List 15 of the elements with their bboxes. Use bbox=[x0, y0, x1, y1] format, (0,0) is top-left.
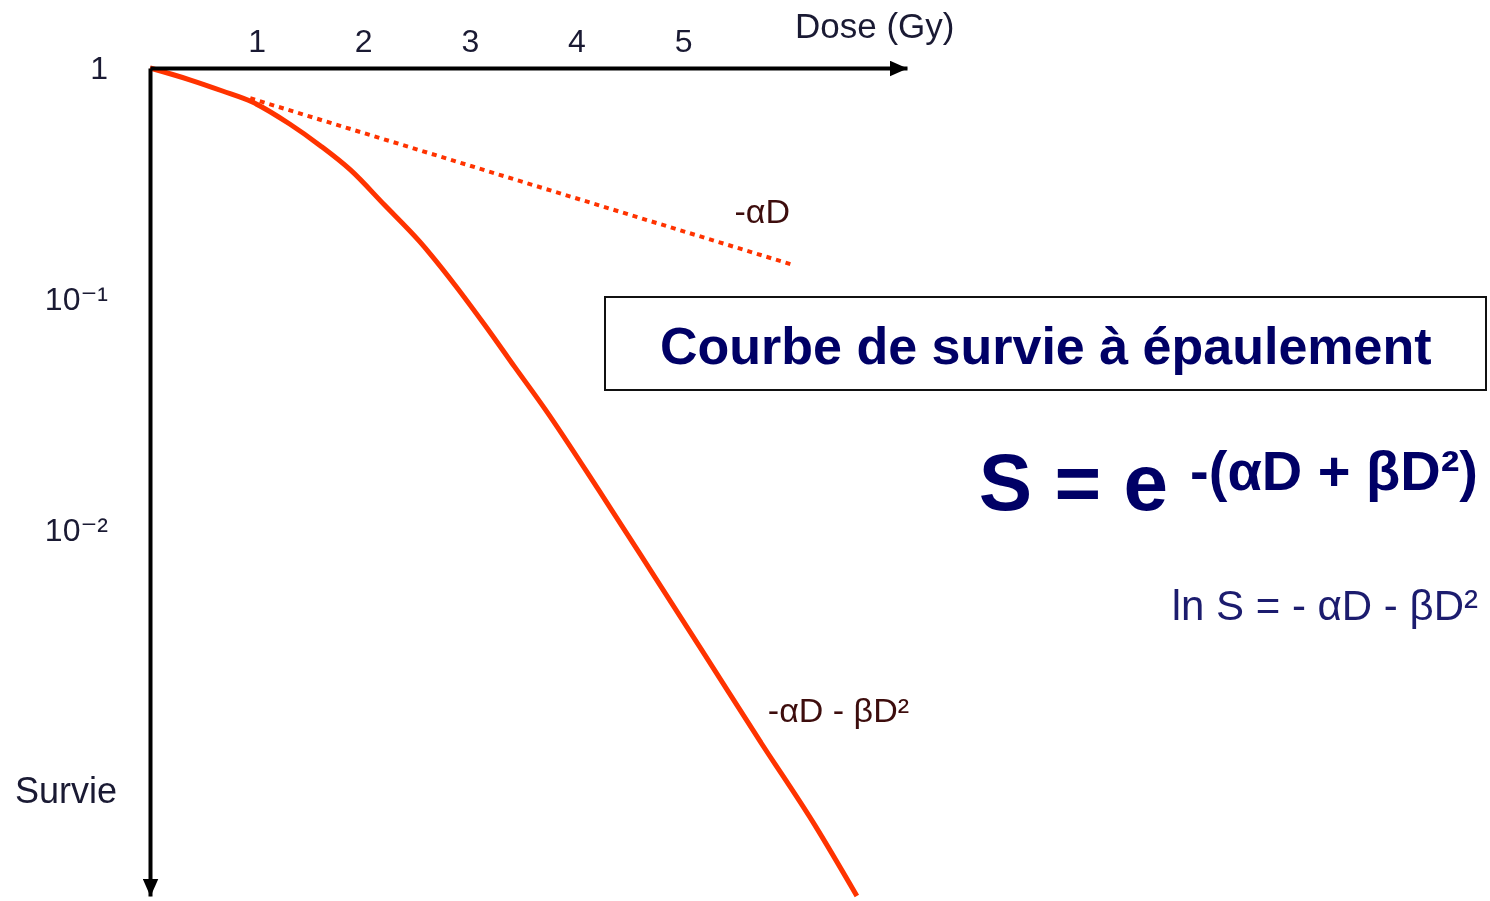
series-label: -αD - βD² bbox=[767, 690, 910, 729]
y-tick-label: 10⁻¹ bbox=[44, 280, 108, 317]
y-tick-label: 10⁻² bbox=[44, 511, 109, 548]
x-axis-title: Dose (Gy) bbox=[795, 6, 955, 45]
series-label: -αD bbox=[734, 192, 790, 231]
y-axis-title: Survie bbox=[15, 770, 118, 811]
text: S = e $^{-(αD + βD²)}$ bbox=[978, 438, 1478, 527]
x-tick-label: 3 bbox=[461, 23, 480, 59]
x-tick-label: 4 bbox=[568, 23, 586, 59]
text: Courbe de survie à épaulement bbox=[660, 317, 1432, 375]
x-tick-label: 2 bbox=[354, 23, 373, 59]
x-tick-label: 1 bbox=[248, 23, 267, 59]
text: ln S = - αD - βD² bbox=[1171, 582, 1479, 629]
y-tick-label: 1 bbox=[90, 49, 108, 86]
x-tick-label: 5 bbox=[674, 23, 693, 59]
